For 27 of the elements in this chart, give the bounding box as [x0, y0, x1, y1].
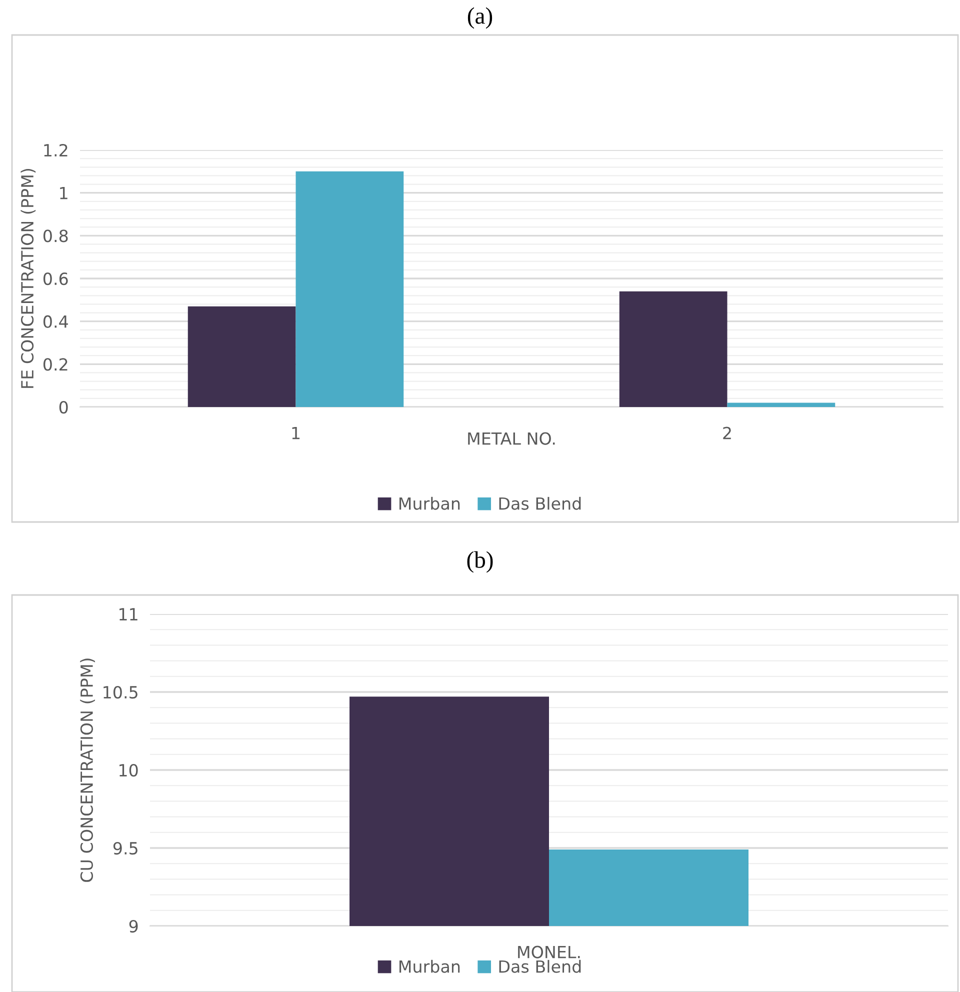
x-tick-label: 2 — [723, 426, 731, 440]
chart-title: (b) — [467, 551, 493, 573]
x-tick-label: MONEL. — [518, 946, 580, 958]
y-tick-label: 1 — [60, 187, 68, 200]
legend-label: Das Blend — [499, 496, 581, 510]
chart-title: (a) — [468, 7, 492, 29]
bar — [296, 171, 404, 407]
y-tick-label: 0.6 — [43, 272, 68, 286]
y-tick-label: 10 — [120, 764, 138, 777]
y-tick-label: 0.4 — [43, 315, 68, 328]
y-tick-label: 1.2 — [44, 144, 68, 156]
y-tick-label: 0 — [59, 400, 68, 414]
bar — [188, 306, 296, 407]
legend-label: Murban — [399, 960, 460, 973]
bar — [727, 402, 836, 407]
y-tick-label: 0.8 — [43, 230, 68, 242]
y-tick-label: 10.5 — [104, 686, 138, 699]
x-axis-title: METAL NO. — [468, 432, 555, 445]
legend-label: Das Blend — [499, 960, 581, 973]
y-axis-title: CU CONCENTRATION (PPM) — [80, 658, 95, 882]
y-tick-label: 9 — [129, 920, 138, 933]
y-axis-title: FE CONCENTRATION (PPM) — [20, 168, 36, 388]
y-tick-label: 9.5 — [113, 842, 138, 855]
legend-label: Murban — [399, 496, 460, 510]
y-tick-label: 0.2 — [43, 358, 68, 371]
y-tick-label: 11 — [120, 608, 138, 620]
bar — [619, 291, 728, 407]
